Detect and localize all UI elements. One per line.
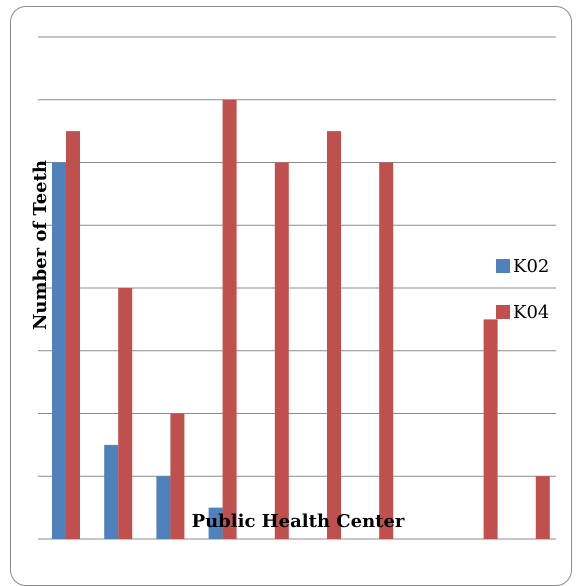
legend-label: K04	[513, 302, 549, 323]
bar-k04-6	[327, 131, 341, 539]
x-axis-label: Public Health Center	[192, 511, 405, 532]
bar-k02-1	[52, 162, 66, 539]
bar-k04-10	[535, 476, 550, 539]
bar-k04-1	[66, 131, 80, 539]
bars	[52, 99, 550, 539]
legend: K02 K04	[496, 256, 549, 323]
legend-item-k02: K02	[496, 256, 549, 277]
bar-k04-2	[118, 288, 133, 539]
y-axis-label: Number of Teeth	[30, 160, 51, 330]
legend-label: K02	[513, 256, 549, 277]
bar-chart: Number of Teeth Public Health Center K02…	[30, 36, 556, 540]
legend-swatch	[496, 305, 510, 319]
bar-k04-7	[379, 162, 394, 539]
bar-k04-3	[170, 413, 185, 539]
legend-swatch	[496, 259, 510, 273]
bar-k02-3	[156, 476, 171, 539]
bar-k04-9	[483, 319, 498, 539]
bar-k02-4	[208, 507, 223, 539]
bar-k04-5	[274, 162, 289, 539]
legend-item-k04: K04	[496, 302, 549, 323]
bar-k02-2	[104, 444, 119, 539]
bar-k04-4	[222, 99, 237, 539]
